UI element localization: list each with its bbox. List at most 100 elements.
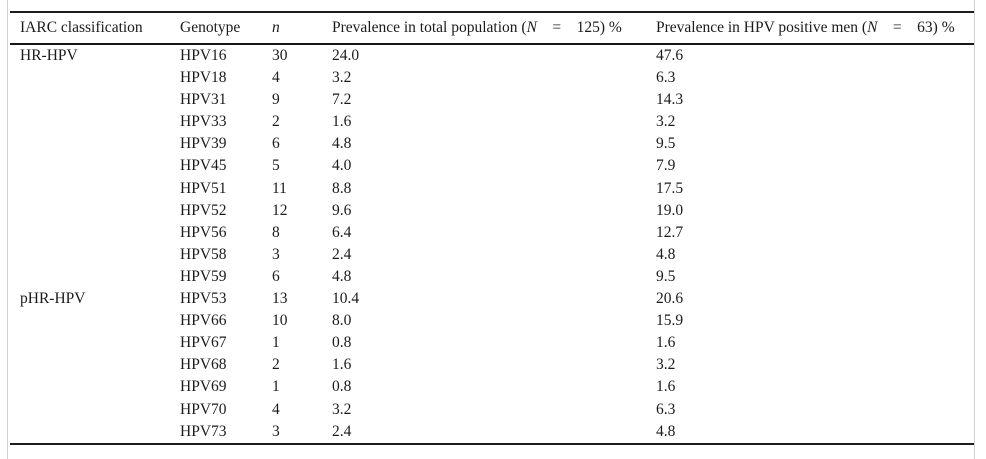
cell-iarc-classification: HR-HPV [20,47,78,64]
cell-iarc-classification [10,200,170,222]
cell-iarc-classification [10,332,170,354]
cell-prevalence-total: 24.0 [332,47,360,64]
cell-genotype: HPV67 [180,334,227,352]
cell-iarc-classification [10,89,170,111]
cell-genotype: HPV16 [180,47,227,64]
cell-genotype: HPV53 [180,290,227,308]
cell-iarc-classification [10,133,170,155]
cell-prevalence-total: 4.8 [332,135,352,153]
cell-prevalence-total: 7.2 [332,91,352,109]
cell-iarc-classification [10,111,170,133]
table-row: HPV18 4 3.2 6.3 [10,67,974,89]
cell-iarc-classification [10,399,170,421]
cell-prevalence-hpv-positive: 6.3 [656,400,676,418]
cell-prevalence-hpv-positive: 3.2 [656,113,676,131]
cell-prevalence-hpv-positive: 7.9 [656,157,676,175]
cell-n: 8 [272,223,280,241]
cell-n: 5 [272,157,280,175]
col-header-prevalence-hpv-positive: Prevalence in HPV positive men (N = 63) … [646,12,974,45]
cell-n: 1 [272,334,280,352]
table-row: HPV45 5 4.0 7.9 [10,155,974,177]
col-header-prevalence-hpv-positive-rest: = 63) % [877,19,955,36]
header-row: IARC classification Genotype n Prevalenc… [10,12,974,45]
cell-genotype: HPV66 [180,312,227,330]
cell-iarc-classification [10,310,170,332]
cell-iarc-classification [10,155,170,177]
cell-prevalence-hpv-positive: 4.8 [656,245,676,263]
table-row: HPV59 6 4.8 9.5 [10,266,974,288]
col-header-iarc-classification: IARC classification [10,12,170,45]
cell-prevalence-total: 3.2 [332,400,352,418]
scan-edge-left [7,0,8,459]
table-row: HR-HPV HPV16 30 24.0 47.6 [10,44,974,67]
table-row: HPV67 1 0.8 1.6 [10,332,974,354]
table-row: HPV70 4 3.2 6.3 [10,399,974,421]
table-row: HPV69 1 0.8 1.6 [10,376,974,398]
table-row: pHR-HPV HPV53 13 10.4 20.6 [10,288,974,310]
col-header-n: n [262,12,322,45]
cell-n: 12 [272,201,288,219]
table-body: HR-HPV HPV16 30 24.0 47.6 HPV18 4 3.2 6.… [10,44,974,444]
cell-prevalence-hpv-positive: 15.9 [656,312,684,330]
scan-edge-right [974,0,975,459]
cell-genotype: HPV18 [180,69,227,87]
cell-prevalence-hpv-positive: 1.6 [656,378,676,396]
cell-n: 2 [272,356,280,374]
cell-genotype: HPV73 [180,422,227,440]
cell-genotype: HPV33 [180,113,227,131]
cell-n: 30 [272,47,288,64]
cell-genotype: HPV69 [180,378,227,396]
cell-iarc-classification [10,354,170,376]
cell-iarc-classification [10,244,170,266]
table-row: HPV33 2 1.6 3.2 [10,111,974,133]
cell-iarc-classification [10,421,170,444]
cell-genotype: HPV59 [180,267,227,285]
cell-prevalence-total: 8.8 [332,179,352,197]
table-row: HPV51 11 8.8 17.5 [10,178,974,200]
cell-prevalence-total: 8.0 [332,312,352,330]
cell-prevalence-total: 4.8 [332,267,352,285]
cell-iarc-classification [10,376,170,398]
cell-prevalence-total: 10.4 [332,290,360,308]
cell-prevalence-total: 2.4 [332,422,352,440]
table-row: HPV58 3 2.4 4.8 [10,244,974,266]
cell-n: 13 [272,290,288,308]
cell-prevalence-hpv-positive: 9.5 [656,135,676,153]
cell-n: 3 [272,422,280,440]
col-header-prevalence-total-n-symbol: N [526,19,537,36]
cell-genotype: HPV58 [180,245,227,263]
cell-genotype: HPV45 [180,157,227,175]
col-header-prevalence-hpv-positive-n-symbol: N [867,19,878,36]
cell-n: 1 [272,378,280,396]
cell-n: 11 [272,179,287,197]
cell-prevalence-hpv-positive: 1.6 [656,334,676,352]
cell-prevalence-hpv-positive: 4.8 [656,422,676,440]
cell-n: 6 [272,135,280,153]
cell-genotype: HPV70 [180,400,227,418]
cell-genotype: HPV39 [180,135,227,153]
cell-genotype: HPV51 [180,179,227,197]
cell-prevalence-hpv-positive: 47.6 [656,47,684,64]
cell-prevalence-hpv-positive: 6.3 [656,69,676,87]
table-row: HPV73 3 2.4 4.8 [10,421,974,444]
table-row: HPV39 6 4.8 9.5 [10,133,974,155]
cell-prevalence-hpv-positive: 12.7 [656,223,684,241]
cell-iarc-classification [10,178,170,200]
cell-prevalence-total: 9.6 [332,201,352,219]
cell-n: 10 [272,312,288,330]
table-row: HPV68 2 1.6 3.2 [10,354,974,376]
col-header-genotype: Genotype [170,12,262,45]
cell-prevalence-total: 0.8 [332,378,352,396]
cell-n: 4 [272,400,280,418]
cell-n: 2 [272,113,280,131]
cell-prevalence-hpv-positive: 9.5 [656,267,676,285]
cell-prevalence-total: 2.4 [332,245,352,263]
table-header: IARC classification Genotype n Prevalenc… [10,12,974,45]
cell-prevalence-hpv-positive: 20.6 [656,290,684,308]
cell-genotype: HPV31 [180,91,227,109]
cell-prevalence-hpv-positive: 3.2 [656,356,676,374]
col-header-prevalence-total-prefix: Prevalence in total population ( [332,19,527,36]
hpv-prevalence-table: IARC classification Genotype n Prevalenc… [10,11,974,445]
cell-prevalence-total: 1.6 [332,113,352,131]
